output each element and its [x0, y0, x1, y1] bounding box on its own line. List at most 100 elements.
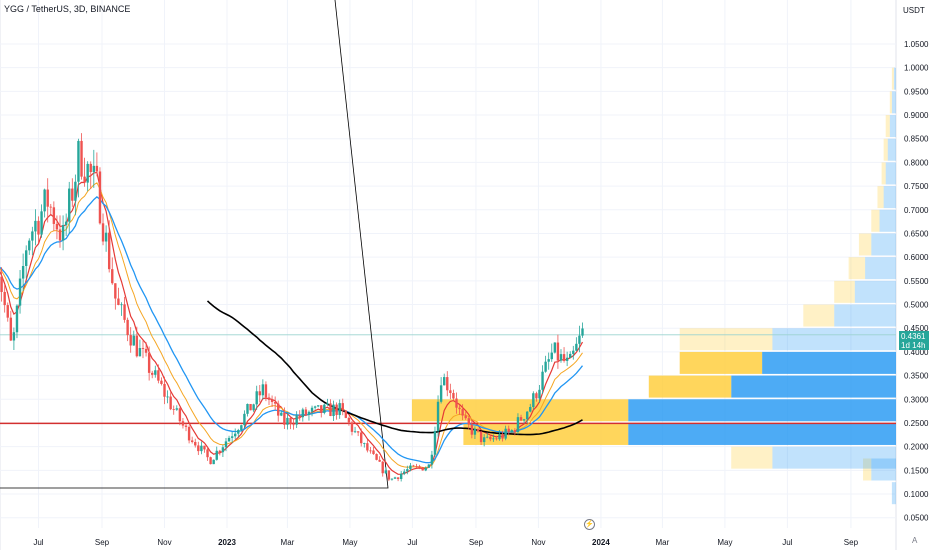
vp-down-bar	[858, 233, 872, 256]
candle-body	[547, 359, 550, 362]
candle-body	[68, 188, 71, 222]
candle-body	[184, 425, 188, 427]
candle-body	[301, 409, 305, 418]
candle-body	[323, 404, 326, 413]
candle-body	[206, 449, 209, 458]
candle-body	[320, 405, 323, 413]
candle-body	[519, 417, 523, 421]
price-tick-label: 1.0000	[904, 64, 929, 73]
candle-body	[138, 348, 142, 357]
candle-body	[230, 436, 234, 438]
candle-body	[329, 403, 332, 417]
vp-up-bar	[891, 91, 896, 114]
candle-body	[126, 319, 129, 336]
current-price-tag: 0.4361 1d 14h	[899, 331, 929, 350]
vp-up-bar	[889, 115, 896, 138]
candle-body	[280, 412, 283, 416]
auto-scale-button[interactable]: A	[912, 536, 918, 545]
candle-body	[335, 404, 338, 415]
current-price: 0.4361	[901, 332, 926, 341]
candle-body	[559, 354, 563, 361]
candle-body	[446, 377, 449, 391]
time-tick-label: Mar	[281, 538, 295, 547]
time-tick-label: May	[342, 538, 357, 547]
vp-down-bar	[877, 186, 884, 209]
candle-body	[89, 163, 92, 173]
candle-body	[369, 450, 372, 452]
candle-body	[77, 140, 80, 182]
price-tick-label: 0.9500	[904, 87, 929, 96]
vp-down-bar	[731, 446, 773, 469]
candle-body	[476, 428, 480, 432]
candle-body	[412, 465, 415, 467]
vp-up-bar	[891, 482, 896, 505]
vp-up-bar	[772, 328, 896, 351]
candle-body	[249, 403, 252, 411]
candle-body	[418, 466, 421, 468]
candle-body	[172, 409, 175, 410]
candle-body	[283, 412, 286, 425]
time-tick-label: Nov	[157, 538, 171, 547]
candle-body	[313, 406, 317, 408]
price-tick-label: 0.3000	[904, 395, 929, 404]
candle-body	[504, 428, 507, 439]
vp-up-bar	[885, 162, 896, 185]
candle-body	[71, 188, 74, 201]
candle-body	[498, 434, 501, 440]
candle-body	[341, 403, 344, 411]
time-tick-label: Jul	[33, 538, 43, 547]
vp-up-bar	[834, 304, 896, 327]
lightning-icon[interactable]: ⚡	[584, 519, 595, 530]
candle-body	[562, 354, 566, 361]
price-tick-label: 0.7000	[904, 206, 929, 215]
candle-body	[255, 391, 258, 405]
chart-title: YGG / TetherUS, 3D, BINANCE	[4, 4, 131, 14]
candle-body	[194, 441, 197, 446]
vp-down-bar	[834, 280, 855, 303]
time-axis[interactable]: Jul Sep Nov 2023 Mar May Jul Sep Nov 2024 Mar May Ju…	[33, 538, 858, 547]
candle-body	[267, 397, 271, 400]
time-tick-label: Mar	[656, 538, 670, 547]
candle-body	[393, 477, 397, 479]
candle-body	[510, 430, 514, 432]
candle-body	[95, 165, 99, 172]
candle-body	[129, 335, 132, 346]
currency-label[interactable]: USDT	[903, 6, 925, 15]
candle-body	[366, 443, 369, 451]
candle-body	[160, 380, 163, 384]
candle-body	[163, 383, 166, 397]
candle-body	[175, 408, 178, 410]
price-tick-label: 0.6500	[904, 229, 929, 238]
price-tick-label: 0.1000	[904, 490, 929, 499]
candle-body	[117, 298, 120, 305]
candle-body	[501, 434, 504, 439]
candle-body	[270, 399, 274, 403]
price-axis[interactable]: 1.0500 1.0000 0.9500 0.9000 0.8500 0.8000 0.75…	[904, 40, 929, 523]
candle-body	[166, 396, 169, 398]
candle-body	[455, 398, 458, 408]
vp-up-bar	[731, 375, 896, 398]
vp-down-bar	[885, 115, 890, 138]
price-tick-label: 0.5000	[904, 301, 929, 310]
candle-body	[544, 361, 547, 372]
candle-body	[387, 470, 391, 480]
time-tick-label: 2023	[218, 538, 236, 547]
vp-down-bar	[648, 375, 732, 398]
candle-body	[34, 220, 37, 232]
candle-body	[507, 428, 510, 432]
candle-body	[467, 418, 470, 425]
candle-body	[464, 415, 467, 419]
ema-slow-line	[0, 196, 584, 464]
price-tick-label: 0.1500	[904, 466, 929, 475]
candle-body	[516, 417, 520, 433]
candle-body	[372, 450, 375, 455]
moving-averages	[0, 171, 584, 475]
candle-body	[80, 140, 83, 177]
time-tick-label: Sep	[469, 538, 484, 547]
candle-body	[292, 424, 295, 426]
candle-body	[24, 250, 28, 266]
candle-body	[190, 440, 194, 442]
candle-body	[264, 384, 268, 398]
candle-body	[21, 265, 25, 279]
